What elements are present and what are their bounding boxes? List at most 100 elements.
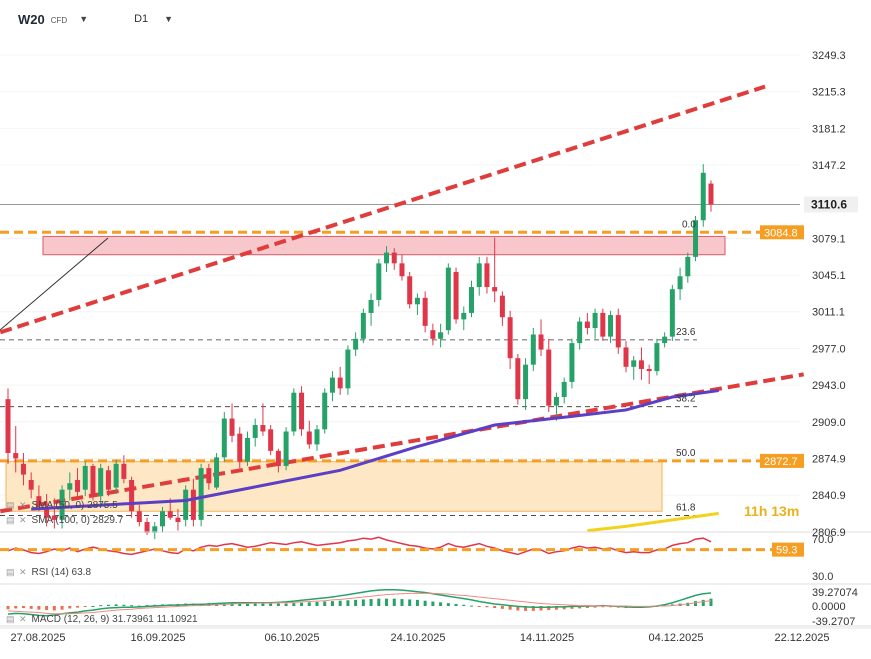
macd-histogram-bar: [91, 606, 95, 607]
candle-body: [144, 522, 150, 533]
rsi-line: [7, 536, 712, 556]
candle-body: [561, 381, 567, 397]
macd-histogram-bar: [300, 602, 304, 606]
rsi-axis-label: 70.0: [812, 534, 833, 546]
candle-body: [36, 496, 42, 505]
macd-histogram-bar: [292, 603, 296, 606]
candle-body: [422, 297, 428, 326]
macd-histogram-bar: [361, 599, 365, 606]
candle-body: [136, 511, 142, 523]
macd-histogram-bar: [315, 601, 319, 606]
candle-body: [113, 463, 119, 488]
macd-histogram-bar: [346, 600, 350, 606]
candle-body: [28, 479, 34, 490]
macd-histogram-bar: [238, 602, 242, 606]
macd-histogram-bar: [338, 600, 342, 606]
candle-body: [51, 515, 57, 520]
candle-body: [5, 399, 11, 454]
macd-histogram-bar: [385, 598, 389, 606]
candle-body: [345, 349, 351, 389]
candle-body: [82, 465, 88, 490]
macd-histogram-bar: [439, 602, 443, 606]
candle-body: [98, 468, 104, 497]
sma-50-label[interactable]: ▤ ✕ SMA (50, 0) 2875.5: [6, 500, 118, 511]
fib-label: 38.2: [676, 394, 696, 405]
symbol-name[interactable]: W20: [18, 11, 45, 27]
macd-histogram-bar: [547, 606, 551, 611]
macd-histogram-bar: [60, 606, 64, 610]
macd-histogram-bar: [14, 606, 18, 609]
price-tick-label: 3249.3: [812, 50, 846, 62]
candle-body: [700, 172, 706, 221]
macd-axis-label: -39.2707: [812, 616, 855, 628]
price-tick-label: 2806.9: [812, 527, 846, 539]
indicator-settings-icon[interactable]: ▤ ✕: [6, 515, 28, 525]
candle-body: [677, 276, 683, 290]
candle-body: [685, 256, 691, 277]
macd-histogram-bar: [701, 599, 705, 606]
candle-body: [592, 312, 598, 329]
candle-body: [268, 429, 274, 451]
timeframe-dropdown-icon[interactable]: ▼: [164, 14, 174, 24]
candle-body: [492, 287, 498, 292]
last-price-tag: [804, 196, 858, 213]
macd-histogram-bar: [400, 599, 404, 606]
price-tick-label: 2943.0: [812, 380, 846, 392]
candle-body: [283, 431, 289, 466]
date-tick-label: 06.10.2025: [264, 632, 319, 644]
macd-histogram-bar: [52, 606, 56, 611]
candle-body: [59, 489, 65, 520]
price-tick-label: 2840.9: [812, 490, 846, 502]
fib-label: 50.0: [676, 448, 696, 459]
indicator-settings-icon[interactable]: ▤ ✕: [6, 500, 28, 510]
candle-body: [329, 377, 335, 393]
macd-histogram-bar: [21, 606, 25, 609]
macd-histogram-bar: [570, 606, 574, 609]
trend-line: [0, 237, 109, 331]
fib-label: 23.6: [676, 327, 696, 338]
candle-body: [507, 317, 513, 359]
symbol-dropdown-icon[interactable]: ▼: [79, 14, 89, 24]
macd-axis-label: 0.0000: [812, 601, 846, 613]
candle-body: [275, 450, 281, 466]
countdown-minutes-unit: m: [786, 503, 800, 519]
candle-body: [584, 321, 590, 329]
macd-histogram-bar: [253, 602, 257, 606]
macd-histogram-bar: [500, 606, 504, 609]
macd-axis-label: 39.27074: [812, 587, 858, 599]
macd-histogram-bar: [578, 606, 582, 609]
macd-histogram-bar: [593, 606, 597, 608]
candle-body: [229, 418, 235, 436]
candle-body: [407, 276, 413, 305]
macd-histogram-bar: [524, 606, 528, 611]
price-tick-label: 3079.1: [812, 233, 846, 245]
candle-body: [314, 429, 320, 445]
indicator-settings-icon[interactable]: ▤ ✕: [6, 614, 28, 624]
candle-body: [391, 252, 397, 264]
macd-histogram-bar: [585, 606, 589, 609]
candle-body: [221, 418, 227, 458]
candle-body: [44, 506, 50, 518]
candle-body: [376, 263, 382, 300]
rsi-value: RSI (14) 63.8: [31, 567, 92, 578]
indicator-settings-icon[interactable]: ▤ ✕: [6, 567, 28, 577]
candle-body: [615, 315, 621, 348]
candle-body: [453, 271, 459, 320]
sma-100-label[interactable]: ▤ ✕ SMA (100, 0) 2829.7: [6, 515, 123, 526]
rsi-label[interactable]: ▤ ✕ RSI (14) 63.8: [6, 567, 91, 578]
candle-body: [322, 392, 328, 430]
symbol-header[interactable]: W20 CFD ▼ D1 ▼: [18, 10, 173, 28]
candle-body: [461, 312, 467, 320]
timeframe-selector[interactable]: D1: [134, 13, 149, 25]
candle-body: [291, 392, 297, 432]
price-tick-label: 2909.0: [812, 417, 846, 429]
macd-histogram-bar: [477, 606, 481, 607]
candle-body: [654, 343, 660, 372]
candle-body: [484, 263, 490, 288]
candle-body: [299, 392, 305, 430]
macd-histogram-bar: [99, 605, 103, 607]
sma-100-value: SMA (100, 0) 2829.7: [31, 515, 124, 526]
macd-label[interactable]: ▤ ✕ MACD (12, 26, 9) 31.73961 11.10921: [6, 614, 198, 625]
candle-body: [546, 349, 552, 406]
